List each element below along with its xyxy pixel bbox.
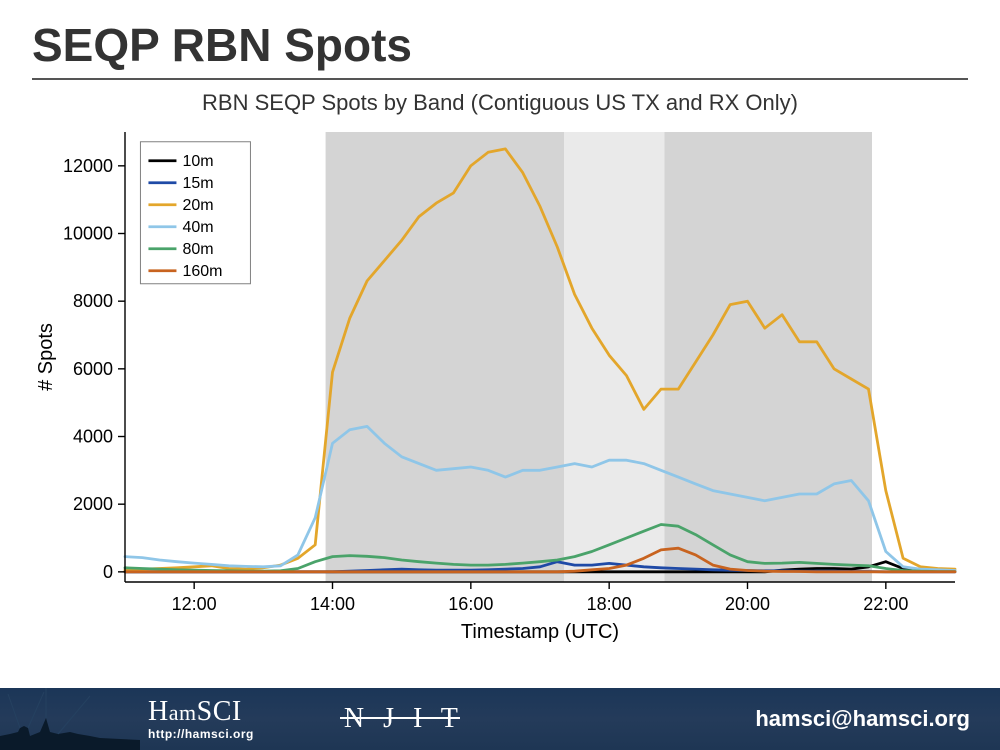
svg-text:8000: 8000	[73, 291, 113, 311]
hamsci-wordmark: HamSCI	[148, 696, 242, 727]
svg-text:Timestamp (UTC): Timestamp (UTC)	[461, 621, 619, 643]
svg-text:15m: 15m	[182, 175, 213, 192]
title-rule	[32, 78, 968, 80]
svg-text:4000: 4000	[73, 427, 113, 447]
svg-text:2000: 2000	[73, 494, 113, 514]
svg-text:20m: 20m	[182, 197, 213, 214]
footer-email: hamsci@hamsci.org	[755, 706, 970, 732]
rbn-spots-chart: 0 2000 4000 6000 8000 10000 12000 12:00 14:00 16:…	[30, 120, 970, 660]
page-title: SEQP RBN Spots	[0, 0, 1000, 78]
svg-text:22:00: 22:00	[863, 594, 908, 614]
svg-text:10000: 10000	[63, 224, 113, 244]
chart-title: RBN SEQP Spots by Band (Contiguous US TX…	[0, 90, 1000, 116]
footer-bar: HamSCI http://hamsci.org N J I T hamsci@…	[0, 688, 1000, 750]
footer-brand-njit: N J I T	[344, 703, 464, 735]
hamsci-url: http://hamsci.org	[148, 728, 254, 740]
footer-silhouette	[0, 688, 140, 750]
svg-text:18:00: 18:00	[587, 594, 632, 614]
svg-text:20:00: 20:00	[725, 594, 770, 614]
svg-text:40m: 40m	[182, 219, 213, 236]
svg-text:80m: 80m	[182, 241, 213, 258]
svg-text:10m: 10m	[182, 153, 213, 170]
svg-text:6000: 6000	[73, 359, 113, 379]
njit-bar	[340, 717, 460, 719]
svg-text:16:00: 16:00	[448, 594, 493, 614]
svg-text:160m: 160m	[182, 263, 222, 280]
svg-text:14:00: 14:00	[310, 594, 355, 614]
svg-text:12:00: 12:00	[172, 594, 217, 614]
svg-text:0: 0	[103, 562, 113, 582]
svg-text:# Spots: # Spots	[35, 323, 57, 391]
svg-text:12000: 12000	[63, 156, 113, 176]
footer-brand-hamsci: HamSCI http://hamsci.org	[148, 698, 254, 740]
